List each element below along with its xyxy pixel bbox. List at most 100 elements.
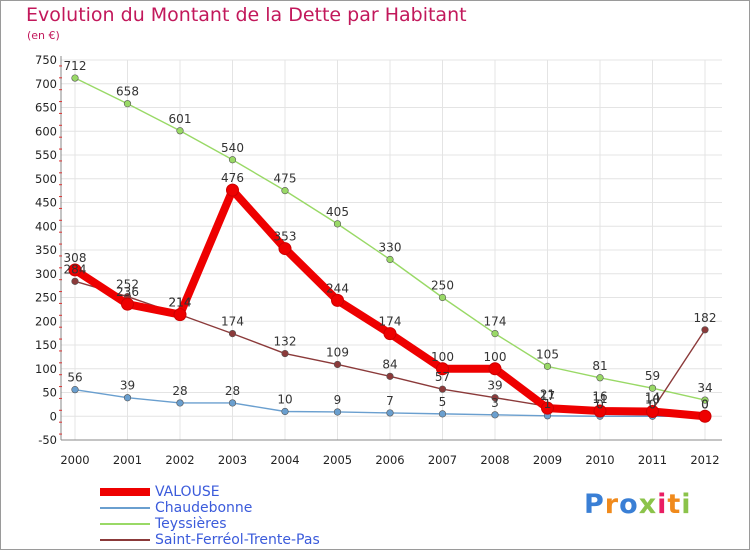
y-tick-label: 550 (35, 148, 57, 162)
data-point (121, 297, 134, 311)
axis-layer: -500501001502002503003504004505005506006… (35, 53, 722, 467)
data-point (646, 405, 659, 418)
data-point (333, 220, 342, 228)
y-tick-label: 150 (35, 338, 57, 352)
proxiti-logo: Proxiti (584, 489, 692, 520)
data-point (281, 187, 289, 195)
data-label: 476 (221, 171, 244, 185)
data-label: 59 (645, 369, 660, 383)
data-point (226, 183, 239, 197)
x-tick-label: 2005 (323, 453, 352, 467)
data-label: 174 (221, 315, 244, 329)
data-label: 330 (379, 241, 402, 255)
data-point (281, 407, 289, 416)
y-tick-label: 50 (42, 386, 57, 400)
y-tick-label: 300 (35, 267, 57, 281)
data-point (491, 411, 499, 419)
data-label: 10 (645, 393, 660, 407)
data-point (228, 330, 237, 338)
data-point (438, 293, 447, 302)
y-tick-label: 250 (35, 291, 57, 305)
data-point (333, 360, 342, 369)
x-tick-label: 2011 (638, 453, 667, 467)
x-tick-label: 2010 (585, 453, 614, 467)
data-point (123, 394, 132, 402)
data-point (593, 404, 607, 418)
data-point (228, 399, 237, 407)
data-label: 1 (544, 397, 552, 411)
data-label: 405 (326, 205, 349, 219)
data-point (176, 127, 184, 135)
data-label: 182 (694, 311, 717, 325)
data-point (488, 362, 502, 376)
legend-label: VALOUSE (155, 484, 220, 500)
y-tick-label: 200 (35, 314, 57, 328)
y-tick-label: 600 (35, 124, 57, 138)
x-tick-label: 2009 (533, 453, 562, 467)
data-label: 3 (491, 396, 499, 410)
data-label: 14 (645, 391, 660, 405)
x-tick-label: 2006 (375, 453, 404, 467)
data-label: 11 (592, 392, 607, 406)
data-point (71, 277, 79, 285)
data-label: 214 (169, 296, 192, 310)
data-point (438, 385, 447, 393)
y-tick-label: 0 (50, 409, 57, 423)
logo-letter: i (681, 489, 692, 520)
x-tick-label: 2000 (60, 453, 89, 467)
legend-label: Chaudebonne (155, 500, 253, 516)
data-point (331, 293, 344, 307)
data-point (648, 384, 657, 392)
data-label: 9 (334, 393, 342, 407)
legend-label: Saint-Ferréol-Trente-Pas (155, 532, 320, 548)
data-point (71, 74, 79, 82)
x-tick-label: 2008 (480, 453, 509, 467)
data-point (491, 394, 499, 402)
data-label: 39 (487, 379, 502, 393)
data-label: 214 (169, 296, 192, 310)
chart-title: Evolution du Montant de la Dette par Hab… (26, 4, 467, 26)
series-layer (68, 74, 712, 423)
data-point (698, 409, 712, 423)
data-point (281, 349, 289, 358)
data-label: 174 (484, 315, 507, 329)
legend-swatch (100, 539, 150, 541)
data-point (701, 396, 709, 404)
data-label: 0 (701, 397, 709, 411)
logo-letter: r (604, 489, 620, 520)
data-point (278, 242, 292, 256)
data-label: 244 (326, 281, 349, 295)
data-label: 284 (64, 262, 87, 276)
grid-layer (61, 59, 722, 441)
data-point (176, 399, 184, 407)
legend-swatch (100, 523, 150, 525)
logo-letter: x (638, 489, 658, 520)
data-label: 21 (540, 387, 555, 401)
logo-letter: o (619, 489, 639, 520)
data-point (333, 408, 342, 416)
data-point (436, 362, 449, 376)
data-point (543, 362, 552, 370)
y-tick-label: -50 (38, 433, 57, 447)
y-tick-label: 500 (35, 172, 57, 186)
x-tick-label: 2012 (690, 453, 719, 467)
data-point (386, 255, 394, 264)
data-label: 17 (540, 389, 555, 403)
data-point (596, 374, 604, 382)
data-label: 353 (274, 230, 297, 244)
data-label: 250 (431, 279, 454, 293)
x-tick-label: 2002 (165, 453, 194, 467)
logo-letter: i (657, 489, 668, 520)
data-label: 105 (536, 347, 559, 361)
y-tick-label: 350 (35, 243, 57, 257)
data-label: 658 (116, 85, 139, 99)
data-label: 16 (592, 390, 607, 404)
data-label: 601 (169, 112, 192, 126)
data-point (71, 386, 79, 394)
data-label: 100 (484, 350, 507, 364)
data-label: 109 (326, 345, 349, 359)
data-point (541, 401, 554, 415)
y-tick-label: 650 (35, 101, 57, 115)
logo-letter: P (584, 489, 605, 520)
